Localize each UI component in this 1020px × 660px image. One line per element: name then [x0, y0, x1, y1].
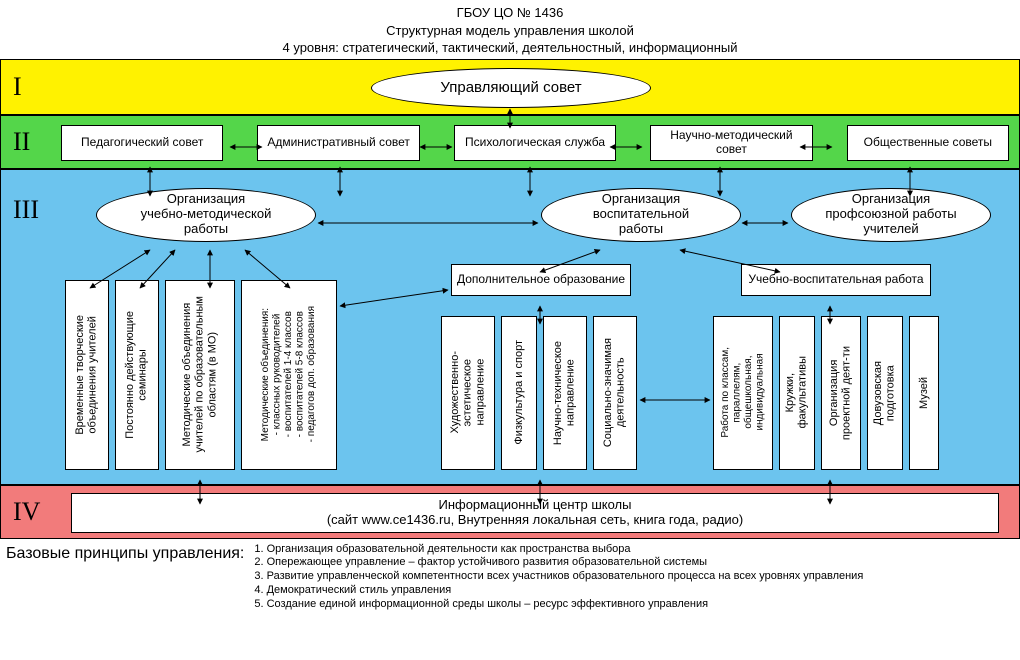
org-teaching-ellipse: Организация учебно-методической работы — [96, 188, 316, 242]
educational-work-box: Учебно-воспитательная работа — [741, 264, 931, 296]
footer-item-1: 2. Опережающее управление – фактор устой… — [254, 556, 863, 570]
org-union-ellipse: Организация профсоюзной работы учителей — [791, 188, 991, 242]
governing-council-node: Управляющий совет — [371, 68, 651, 108]
group3-col-4-text: Музей — [916, 373, 933, 413]
footer-list: 1. Организация образовательной деятельно… — [254, 543, 863, 612]
additional-education-box: Дополнительное образование — [451, 264, 631, 296]
group2-col-3: Социально-значимая деятельность — [593, 316, 637, 470]
header-line1: ГБОУ ЦО № 1436 — [0, 4, 1020, 22]
group1-col-1: Постоянно действующие семинары — [115, 280, 159, 470]
level-4-label: IV — [13, 497, 40, 527]
group1-col-2-text: Методические объединения учителей по обр… — [179, 292, 221, 456]
footer-item-3: 4. Демократический стиль управления — [254, 584, 863, 598]
group3-col-1-text: Кружки, факультативы — [782, 352, 811, 432]
group1-col-3-text: Методические объединения: - классных рук… — [258, 302, 320, 446]
group-1: Временные творческие объединения учителе… — [65, 280, 337, 470]
group3-col-0-text: Работа по классам, параллелям, общешколь… — [718, 343, 768, 442]
info-center-box: Информационный центр школы (сайт www.ce1… — [71, 493, 999, 533]
group3-col-2-text: Организация проектной деят-ти — [826, 342, 855, 444]
footer-title: Базовые принципы управления: — [6, 543, 254, 563]
group3-col-1: Кружки, факультативы — [779, 316, 815, 470]
psychological-service-box: Психологическая служба — [454, 125, 616, 161]
footer-item-0: 1. Организация образовательной деятельно… — [254, 543, 863, 557]
group1-col-0-text: Временные творческие объединения учителе… — [72, 311, 101, 439]
group1-col-1-text: Постоянно действующие семинары — [122, 307, 151, 443]
governing-council-text: Управляющий совет — [440, 79, 581, 96]
group-2: Художественно- эстетическое направление Ф… — [441, 316, 637, 470]
group2-col-0: Художественно- эстетическое направление — [441, 316, 495, 470]
group2-col-1: Физкультура и спорт — [501, 316, 537, 470]
group-3: Работа по классам, параллелям, общешколь… — [713, 316, 939, 470]
level-2-label: II — [13, 127, 30, 157]
group3-col-2: Организация проектной деят-ти — [821, 316, 861, 470]
group3-col-0: Работа по классам, параллелям, общешколь… — [713, 316, 773, 470]
group2-col-3-text: Социально-значимая деятельность — [600, 334, 629, 451]
header-line2: Структурная модель управления школой — [0, 22, 1020, 40]
administrative-council-box: Административный совет — [257, 125, 419, 161]
footer-item-4: 5. Создание единой информационной среды … — [254, 598, 863, 612]
level-4: IV Информационный центр школы (сайт www.… — [0, 485, 1020, 539]
group2-col-2: Научно-техническое направление — [543, 316, 587, 470]
level-3-label: III — [13, 195, 39, 225]
public-councils-box: Общественные советы — [847, 125, 1009, 161]
level-2: II Педагогический совет Административный… — [0, 115, 1020, 169]
header-line3: 4 уровня: стратегический, тактический, д… — [0, 39, 1020, 57]
group1-col-0: Временные творческие объединения учителе… — [65, 280, 109, 470]
pedagogical-council-box: Педагогический совет — [61, 125, 223, 161]
footer-item-2: 3. Развитие управленческой компетентност… — [254, 570, 863, 584]
scientific-council-box: Научно-методический совет — [650, 125, 812, 161]
level-3: III Организация учебно-методической рабо… — [0, 169, 1020, 485]
group3-col-3-text: Довузовская подготовка — [870, 357, 899, 429]
level-2-row: Педагогический совет Административный со… — [61, 125, 1009, 161]
org-education-ellipse: Организация воспитательной работы — [541, 188, 741, 242]
footer: Базовые принципы управления: 1. Организа… — [0, 539, 1020, 612]
level-1: I Управляющий совет — [0, 59, 1020, 115]
level-1-label: I — [13, 72, 22, 102]
header: ГБОУ ЦО № 1436 Структурная модель управл… — [0, 0, 1020, 59]
group3-col-3: Довузовская подготовка — [867, 316, 903, 470]
group1-col-3: Методические объединения: - классных рук… — [241, 280, 337, 470]
group2-col-0-text: Художественно- эстетическое направление — [447, 347, 489, 437]
group1-col-2: Методические объединения учителей по обр… — [165, 280, 235, 470]
group2-col-2-text: Научно-техническое направление — [550, 337, 579, 449]
group3-col-4: Музей — [909, 316, 939, 470]
group2-col-1-text: Физкультура и спорт — [511, 336, 528, 449]
